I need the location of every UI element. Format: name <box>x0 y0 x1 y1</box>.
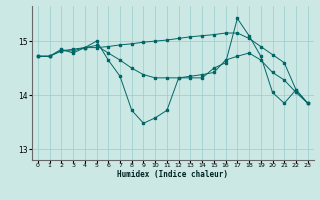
X-axis label: Humidex (Indice chaleur): Humidex (Indice chaleur) <box>117 170 228 179</box>
